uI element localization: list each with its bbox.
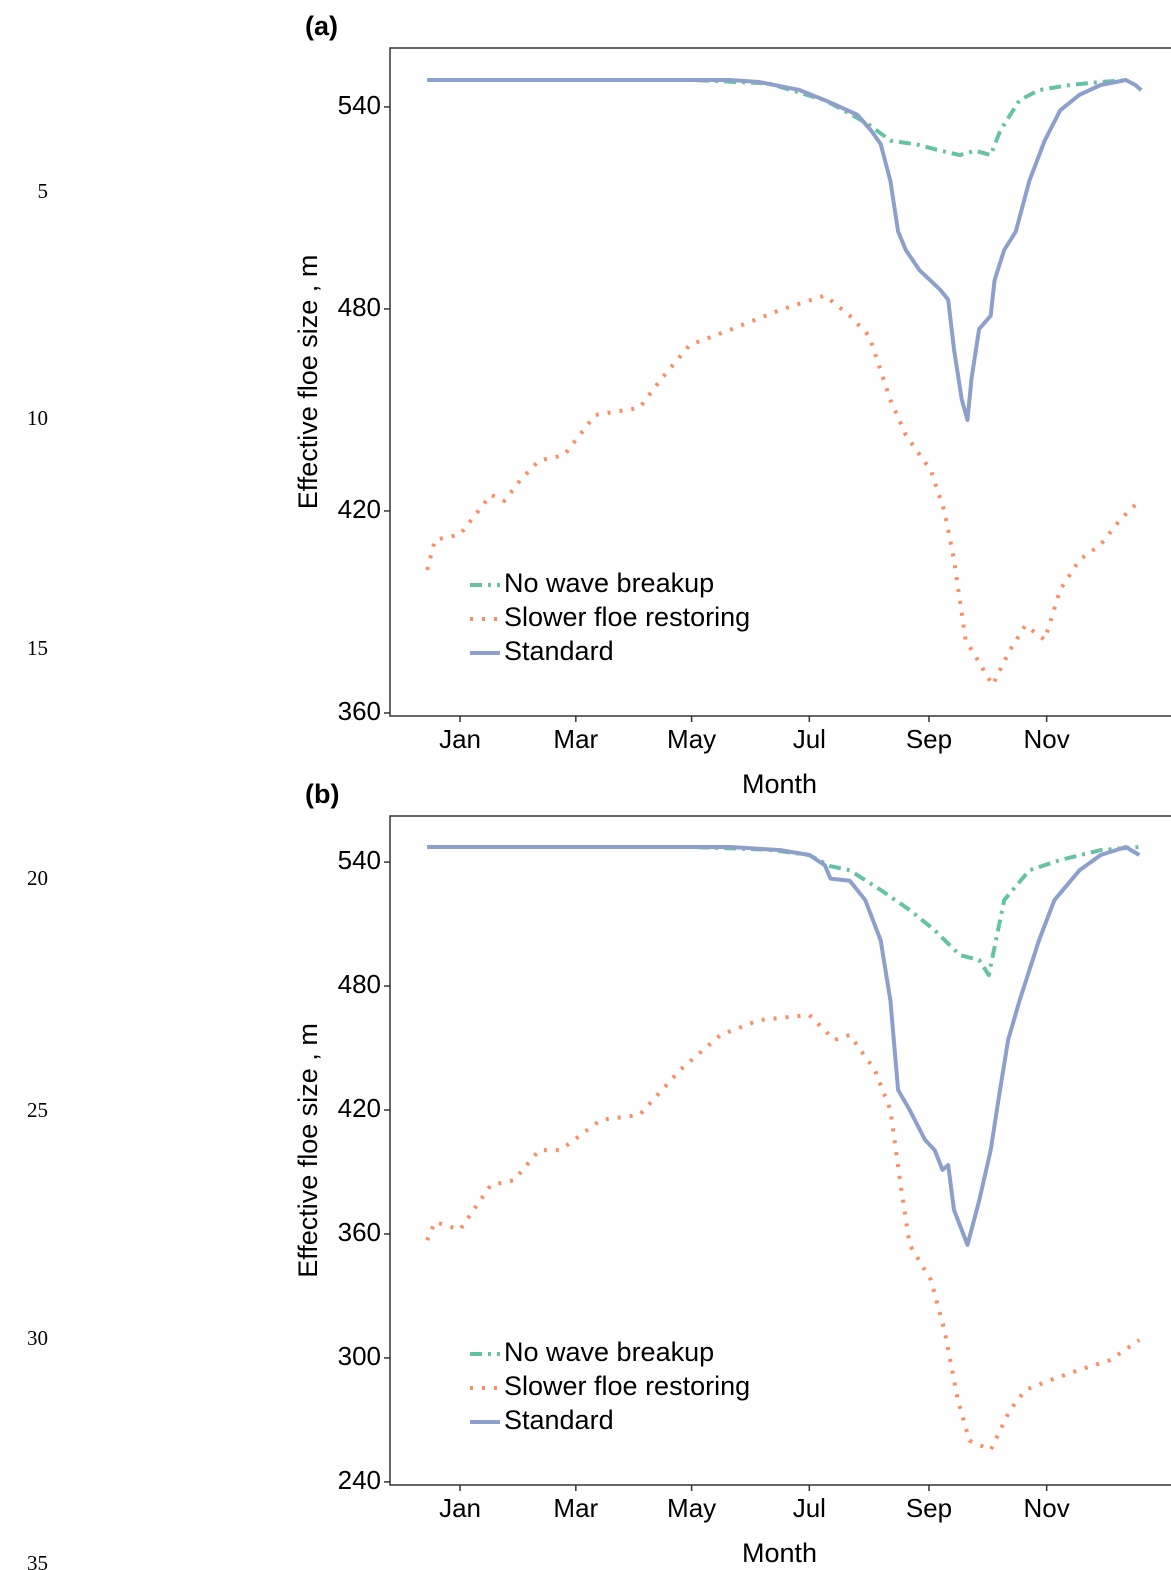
legend-label: No wave breakup [504, 1337, 714, 1367]
line-number: 5 [38, 179, 49, 203]
legend-label: Standard [504, 1405, 614, 1435]
line-number: 35 [27, 1551, 48, 1570]
x-tick-label: Jul [793, 724, 826, 754]
line-number: 30 [27, 1326, 48, 1350]
line-number: 25 [27, 1098, 48, 1122]
y-axis-label: Effective floe size , m [293, 1023, 323, 1278]
x-tick-label: Sep [906, 1493, 952, 1523]
x-tick-label: Jan [439, 1493, 481, 1523]
y-axis-label: Effective floe size , m [293, 255, 323, 510]
legend-label: Slower floe restoring [504, 1371, 750, 1401]
series-line [427, 845, 1141, 1247]
y-tick-label: 300 [338, 1341, 381, 1371]
x-tick-label: Mar [553, 724, 598, 754]
x-tick-label: Jan [439, 724, 481, 754]
panel-label: (b) [305, 779, 339, 809]
legend-label: No wave breakup [504, 568, 714, 598]
line-number: 20 [27, 866, 48, 890]
y-tick-label: 480 [338, 292, 381, 322]
x-tick-label: Nov [1024, 724, 1070, 754]
x-tick-label: May [667, 724, 716, 754]
y-tick-label: 420 [338, 1093, 381, 1123]
y-tick-label: 480 [338, 969, 381, 999]
y-tick-label: 540 [338, 90, 381, 120]
x-tick-label: Jul [793, 1493, 826, 1523]
legend-label: Standard [504, 636, 614, 666]
y-tick-label: 360 [338, 1217, 381, 1247]
series-line [427, 78, 1130, 158]
series-line [425, 1013, 1141, 1452]
x-tick-label: Sep [906, 724, 952, 754]
plot-frame [389, 47, 1171, 717]
series-line [425, 293, 1141, 687]
x-axis-label: Month [742, 769, 817, 799]
plot-frame [389, 815, 1171, 1486]
line-number: 15 [27, 636, 48, 660]
x-tick-label: May [667, 1493, 716, 1523]
x-tick-label: Mar [553, 1493, 598, 1523]
x-axis-label: Month [742, 1538, 817, 1568]
panel-label: (a) [305, 11, 338, 41]
y-tick-label: 360 [338, 696, 381, 726]
y-tick-label: 240 [338, 1465, 381, 1495]
y-tick-label: 540 [338, 845, 381, 875]
line-number: 10 [27, 406, 48, 430]
series-line [427, 78, 1143, 422]
y-tick-label: 420 [338, 494, 381, 524]
legend-label: Slower floe restoring [504, 602, 750, 632]
x-tick-label: Nov [1024, 1493, 1070, 1523]
